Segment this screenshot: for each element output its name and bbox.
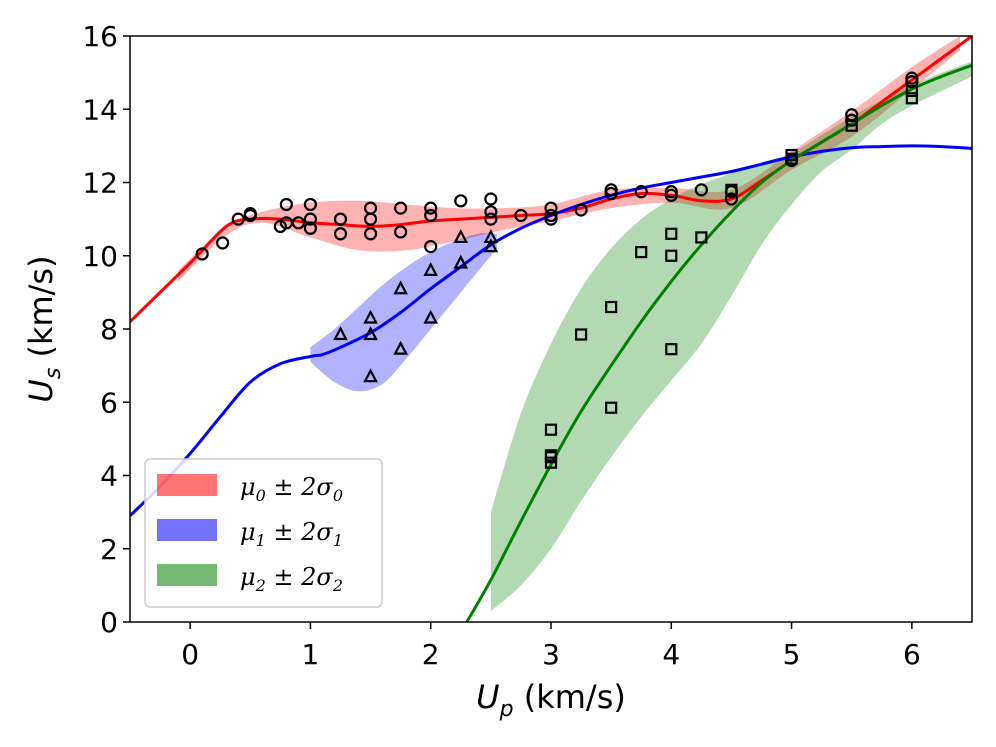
legend-swatch [157,474,217,496]
circle-marker [634,185,648,199]
triangle-marker [483,229,499,244]
circle-marker [514,208,528,223]
y-tick-label: 14 [82,93,118,126]
circle-marker [333,212,348,226]
circle-marker [333,227,348,241]
legend: μ0 ± 2σ0 μ1 ± 2σ1 μ2 ± 2σ2 [144,458,383,608]
y-axis-label: Us (km/s) [22,255,66,402]
triangle-marker [453,254,469,269]
y-tick-label: 6 [100,386,118,419]
circle-marker [243,207,257,221]
square-marker [605,300,618,314]
x-tick-label: 3 [542,638,560,671]
square-marker [544,423,558,436]
band-series-1 [310,233,497,392]
legend-label: μ1 ± 2σ1 [240,518,343,550]
mean-line-series-2 [465,63,972,622]
square-marker [574,328,588,341]
square-marker [905,84,918,98]
circle-marker [484,212,498,226]
y-tick-label: 8 [100,313,118,346]
legend-swatch [157,564,217,586]
circle-marker [544,201,558,215]
circle-marker [363,201,378,215]
circle-marker [303,221,318,235]
legend-label: μ0 ± 2σ0 [240,473,343,505]
square-marker [695,231,708,244]
triangle-marker [393,280,408,295]
circle-marker [484,205,498,219]
band-series-2 [490,61,972,612]
square-marker [665,227,678,240]
circle-marker [724,192,739,206]
circle-marker [291,216,305,230]
circle-marker [424,208,438,223]
circle-marker [604,186,618,201]
x-axis-label: Up (km/s) [476,678,626,722]
circle-marker [363,227,378,241]
triangle-marker [423,262,439,276]
triangle-marker [363,368,378,383]
circle-marker [394,225,408,239]
circle-marker [424,201,438,215]
triangle-marker [363,326,378,341]
square-marker [725,183,738,196]
triangle-marker [363,309,378,324]
legend-label: μ2 ± 2σ2 [240,563,343,595]
triangle-marker [453,229,469,244]
circle-marker [664,185,678,199]
y-tick-label: 0 [100,606,118,639]
band-series-0 [178,36,961,282]
square-marker [635,245,648,259]
square-marker [605,401,618,414]
y-tick-label: 4 [100,460,118,493]
circle-marker [231,212,245,226]
x-axis-ticks: 0 1 2 3 4 5 6 [181,622,921,671]
circle-marker [905,71,919,85]
triangle-marker [393,340,408,355]
data-markers [195,71,919,469]
circle-marker [544,208,558,223]
mean-line-series-1 [130,144,972,517]
y-tick-label: 12 [82,167,118,200]
circle-marker [424,239,438,254]
circle-marker [905,75,919,89]
x-tick-label: 6 [903,638,921,671]
circle-marker [279,197,293,212]
square-marker [845,119,858,132]
square-marker [785,148,798,162]
legend-swatch [157,519,217,541]
circle-marker [574,203,588,217]
mean-line-series-0 [130,36,972,323]
circle-marker [195,247,209,261]
mean-curves [130,36,972,622]
y-tick-label: 10 [82,240,118,273]
x-tick-label: 1 [302,638,320,671]
x-tick-label: 2 [422,638,440,671]
square-marker [905,92,918,105]
circle-marker [694,183,708,197]
circle-marker [303,197,318,212]
circle-marker [303,212,318,226]
x-tick-label: 4 [662,638,680,671]
square-marker [544,451,558,464]
square-marker [665,249,678,262]
triangle-marker [423,309,439,324]
triangle-marker [483,238,499,253]
circle-marker [484,192,498,206]
circle-marker [604,183,618,197]
y-axis-ticks: 0 2 4 6 8 10 12 14 16 [82,20,130,639]
square-marker [665,343,678,356]
y-tick-label: 2 [100,533,118,566]
circle-marker [394,201,408,215]
circle-marker [216,236,230,250]
circle-marker [454,194,468,208]
triangle-marker [333,326,348,341]
x-tick-label: 0 [181,638,199,671]
x-tick-label: 5 [783,638,801,671]
circle-marker [664,188,678,202]
y-tick-label: 16 [82,20,118,53]
